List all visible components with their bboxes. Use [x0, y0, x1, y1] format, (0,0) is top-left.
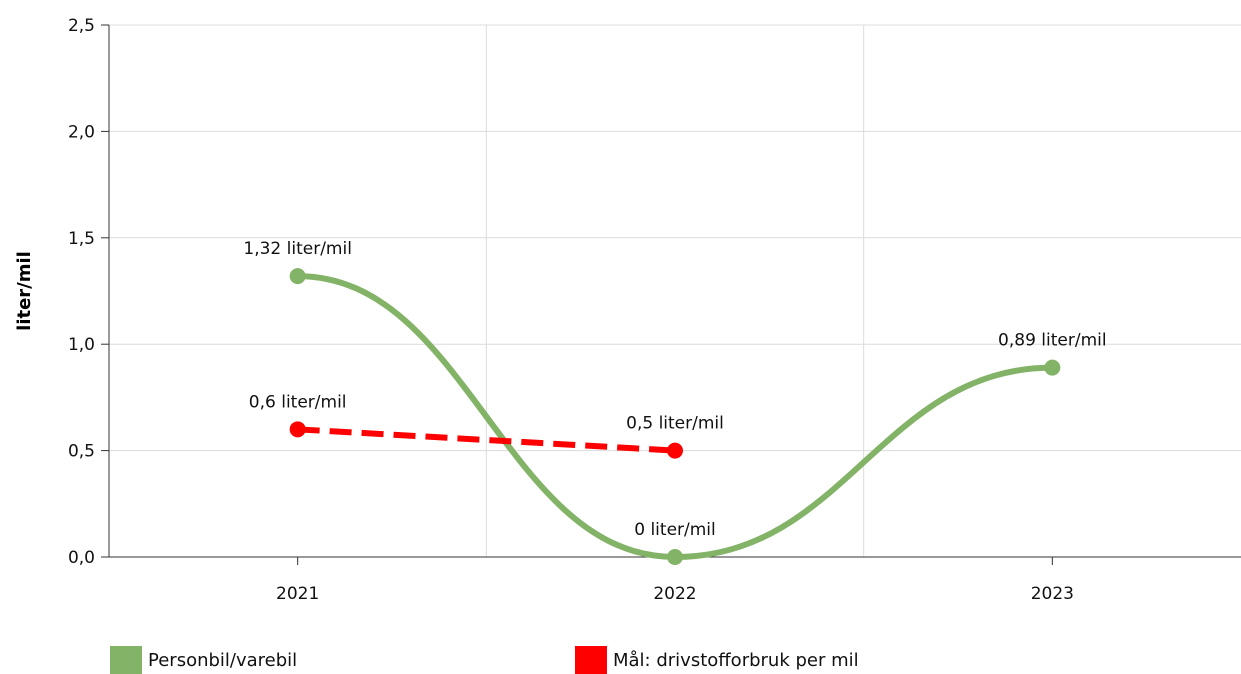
series-0-point[interactable]	[289, 268, 306, 285]
x-tick-label: 2022	[653, 584, 696, 604]
x-tick-label: 2023	[1031, 584, 1074, 604]
legend-label-personbil: Personbil/varebil	[148, 649, 298, 671]
y-tick-label: 0,5	[68, 442, 95, 462]
legend-swatch-maal	[575, 646, 607, 674]
series-0-point[interactable]	[667, 549, 683, 565]
series-0-point[interactable]	[1044, 359, 1061, 376]
y-tick-label: 2,0	[68, 122, 95, 142]
axes	[101, 24, 1241, 565]
x-tick-labels: 2021 2022 2023	[276, 584, 1074, 604]
legend-item-personbil[interactable]: Personbil/varebil	[110, 646, 297, 674]
grid	[109, 24, 1241, 557]
y-tick-labels: 0,0 0,5 1,0 1,5 2,0 2,5	[68, 16, 95, 568]
series-1-data-label: 0,6 liter/mil	[249, 392, 347, 412]
legend-label-maal: Mål: drivstofforbruk per mil	[613, 649, 859, 671]
series-1-data-label: 0,5 liter/mil	[626, 414, 724, 434]
series-0-data-label: 0 liter/mil	[634, 520, 716, 540]
y-tick-label: 1,5	[68, 229, 95, 249]
series-0-data-label: 0,89 liter/mil	[998, 331, 1107, 351]
series-group	[289, 268, 1061, 565]
series-1-point[interactable]	[289, 421, 306, 438]
data-labels: 1,32 liter/mil 0 liter/mil 0,89 liter/mil 0…	[243, 239, 1106, 540]
y-tick-label: 2,5	[68, 16, 95, 36]
legend-item-maal[interactable]: Mål: drivstofforbruk per mil	[575, 646, 859, 674]
y-tick-label: 0,0	[68, 548, 95, 568]
legend-swatch-personbil	[110, 646, 142, 674]
y-axis-label: liter/mil	[14, 251, 35, 331]
x-tick-label: 2021	[276, 584, 319, 604]
y-tick-label: 1,0	[68, 335, 95, 355]
series-0-data-label: 1,32 liter/mil	[243, 239, 352, 259]
series-1-point[interactable]	[667, 442, 683, 459]
